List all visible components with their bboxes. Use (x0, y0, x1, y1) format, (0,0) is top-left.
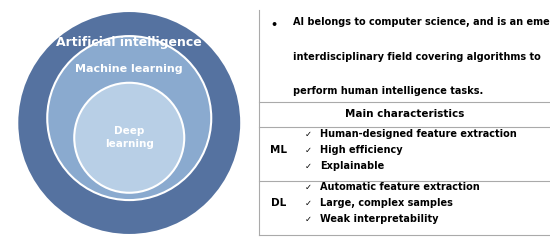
Text: ✓: ✓ (305, 199, 311, 207)
Text: Artificial intelligence: Artificial intelligence (56, 36, 202, 49)
Ellipse shape (74, 83, 184, 193)
Text: •: • (270, 20, 277, 30)
Text: perform human intelligence tasks.: perform human intelligence tasks. (294, 86, 484, 96)
Text: ✓: ✓ (305, 183, 311, 191)
Text: Deep
learning: Deep learning (105, 126, 153, 149)
Text: ✓: ✓ (305, 215, 311, 223)
Text: Human-designed feature extraction: Human-designed feature extraction (320, 129, 516, 139)
Text: ✓: ✓ (305, 130, 311, 138)
Text: Main characteristics: Main characteristics (344, 109, 464, 119)
Text: AI belongs to computer science, and is an emerging: AI belongs to computer science, and is a… (294, 17, 550, 27)
Text: interdisciplinary field covering algorithms to: interdisciplinary field covering algorit… (294, 52, 541, 62)
Text: ✓: ✓ (305, 162, 311, 170)
Text: ✓: ✓ (305, 146, 311, 154)
Text: Explainable: Explainable (320, 161, 384, 171)
Text: DL: DL (271, 198, 287, 208)
Text: Automatic feature extraction: Automatic feature extraction (320, 182, 480, 192)
Text: High efficiency: High efficiency (320, 145, 403, 155)
Ellipse shape (17, 11, 241, 235)
Text: Large, complex samples: Large, complex samples (320, 198, 453, 208)
Text: ML: ML (271, 145, 288, 155)
Ellipse shape (47, 36, 211, 200)
Text: Weak interpretability: Weak interpretability (320, 214, 438, 224)
Text: Machine learning: Machine learning (75, 64, 183, 74)
